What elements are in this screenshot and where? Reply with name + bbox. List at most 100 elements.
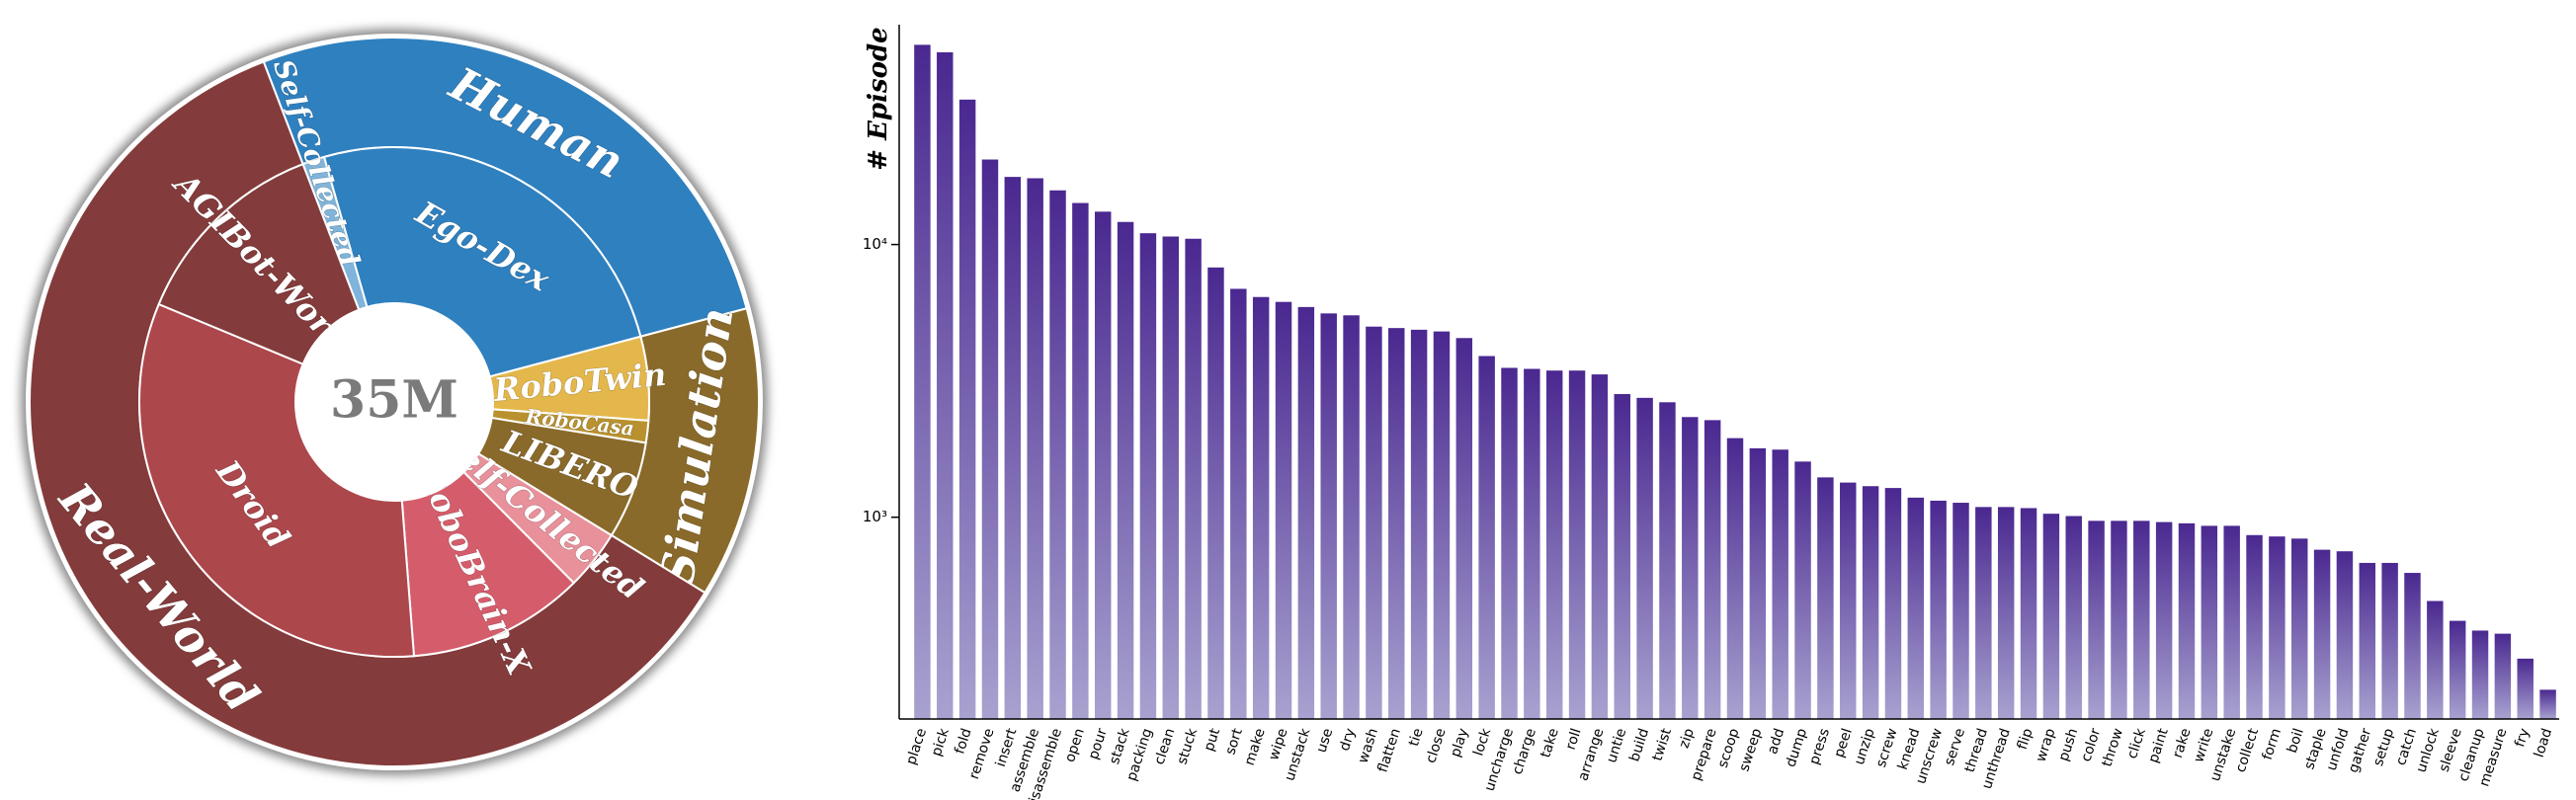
bar [1004,177,1022,719]
x-tick-label: flip [2015,726,2036,752]
bar [1455,338,1473,719]
bar [2178,522,2196,719]
bar [1794,461,1811,719]
bar [2449,620,2466,719]
bar [1614,393,1630,719]
x-tick-label: use [1313,727,1336,756]
bar [1275,301,1292,719]
x-tick-label: lock [1470,726,1494,759]
bar [1772,449,1788,719]
bar [1185,238,1202,719]
bar [2088,520,2105,719]
x-tick-label: take [1537,727,1562,760]
x-tick-label: press [1806,727,1833,767]
bar [1591,374,1609,719]
x-tick-label: fry [2512,727,2533,750]
bar [1817,477,1834,719]
bar [1997,507,2015,719]
bar [1501,367,1518,719]
x-tick-label: close [1423,727,1449,765]
bar [1230,288,1247,719]
bar [1297,306,1315,719]
bar [1953,503,1969,719]
x-tick-label: put [1202,726,1224,754]
bar [1907,497,1925,719]
bar [2539,689,2556,719]
x-tick-label: push [2056,727,2082,763]
bar [1703,420,1721,719]
bar [1139,233,1157,719]
bar [1433,331,1451,719]
bar [2427,600,2444,719]
center-hole [295,303,493,501]
bar [1884,488,1902,719]
x-tick-label: load [2532,727,2555,760]
x-tick-label: add [1765,727,1787,757]
y-axis-title: # Episode [864,27,893,170]
bar [958,99,976,720]
x-tick-label: sort [1222,726,1246,757]
bar [2494,633,2512,719]
bar [1343,315,1360,719]
x-tick-label: click [2124,726,2149,761]
x-tick-label: zip [1676,726,1697,750]
bar [2336,551,2354,719]
bar [2020,508,2037,719]
bar [1049,190,1066,719]
x-tick-label: open [1062,727,1088,764]
x-tick-label: paint [2145,726,2171,764]
bar [1072,202,1089,720]
x-tick-label: dry [1337,727,1359,754]
x-tick-label: pick [929,726,953,759]
bar [1636,397,1653,719]
x-tick-label: roll [1563,727,1585,753]
x-tick-label: boil [2285,727,2307,756]
x-tick-label: fold [952,727,974,757]
bar [1545,370,1563,719]
x-tick-label: twist [1649,726,1675,762]
bar [2155,521,2173,719]
bar [1388,328,1405,719]
bar [2381,562,2398,719]
bar [2269,536,2285,719]
bar [1930,500,1947,719]
bar [1840,482,1857,719]
bar [2517,658,2534,719]
bar [914,44,931,720]
bar [2246,534,2263,719]
bar [1659,402,1676,719]
bar [2404,573,2421,719]
bar [1524,368,1540,719]
bar [1862,486,1879,719]
x-tick-label: pour [1086,726,1111,761]
bar [1320,313,1337,719]
bar [2359,562,2376,719]
bar [1027,178,1043,719]
x-tick-label: place [903,727,930,767]
bar [1726,438,1744,719]
x-tick-label: rake [2170,727,2195,760]
x-tick-label: build [1626,727,1652,764]
bar [1682,417,1699,719]
bar [2111,520,2127,719]
bar [937,51,954,719]
bar [2223,525,2240,719]
x-tick-label: peel [1831,727,1855,760]
bar [2042,514,2060,719]
bar [1478,356,1495,719]
bar [1975,507,1992,719]
bar [2065,516,2082,719]
x-tick-label: form [2260,727,2285,762]
bar [981,159,999,719]
bar [1749,447,1767,719]
bar [2201,525,2218,719]
bar [2291,538,2308,719]
x-tick-label: wipe [1266,727,1290,762]
bar [1568,370,1586,719]
bar [1162,236,1179,719]
x-tick-label: stuck [1174,726,1201,766]
y-tick-label: 10³ [863,508,887,525]
bar [1410,329,1428,719]
